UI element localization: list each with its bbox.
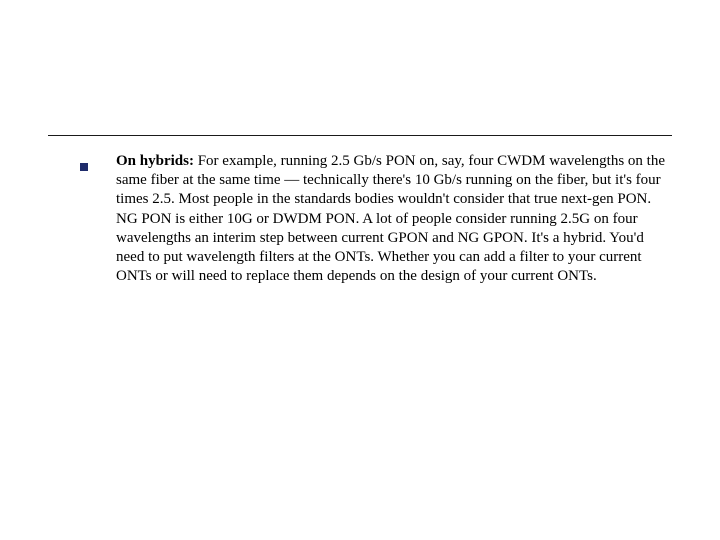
slide: On hybrids: For example, running 2.5 Gb/… (0, 0, 720, 540)
bullet-lead: On hybrids: (116, 153, 194, 169)
horizontal-rule (48, 135, 672, 136)
content-area: On hybrids: For example, running 2.5 Gb/… (80, 152, 670, 286)
bullet-text: On hybrids: For example, running 2.5 Gb/… (116, 152, 670, 286)
square-bullet-icon (80, 158, 88, 166)
bullet-body: For example, running 2.5 Gb/s PON on, sa… (116, 153, 665, 284)
bullet-item: On hybrids: For example, running 2.5 Gb/… (80, 152, 670, 286)
